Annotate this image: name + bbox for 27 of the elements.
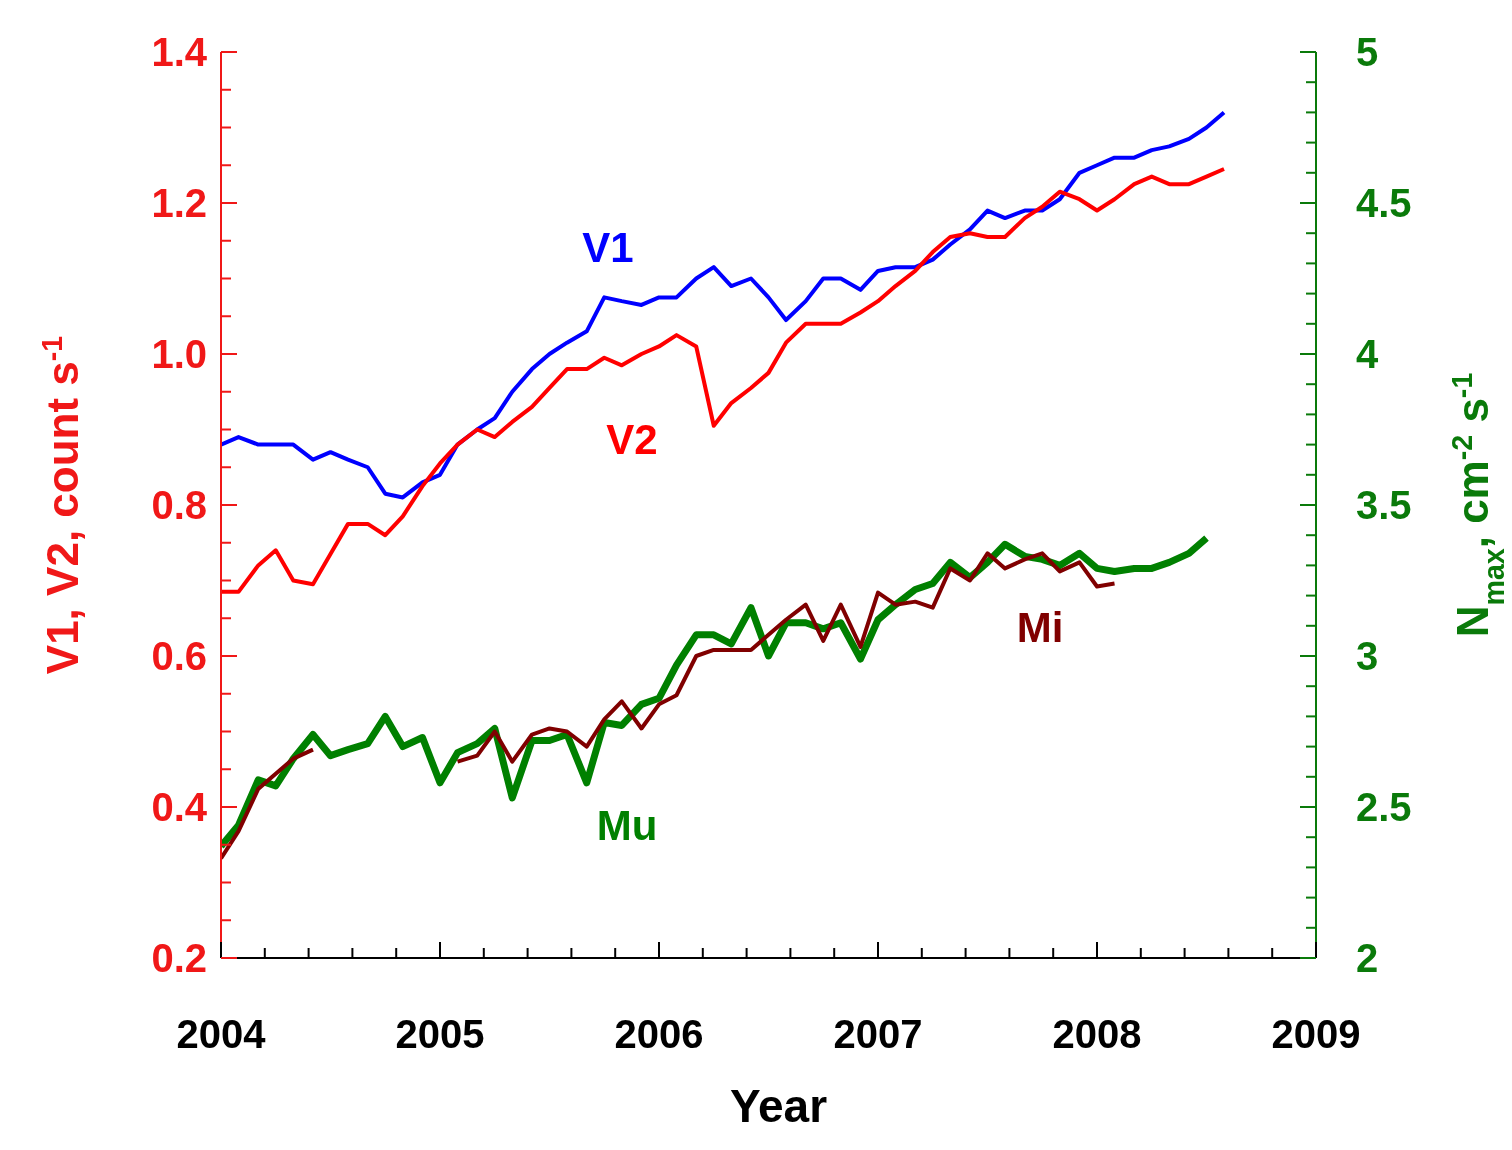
y2-tick-label: 2.5 (1356, 785, 1412, 830)
series-label: V1 (582, 224, 634, 271)
x-tick-label: 2005 (395, 1012, 485, 1056)
y2-tick-label: 4 (1356, 332, 1379, 377)
x-tick-label: 2007 (833, 1012, 923, 1056)
y-tick-label: 0.8 (151, 483, 207, 528)
y2-tick-label: 2 (1356, 936, 1379, 981)
line-series (221, 110, 1227, 500)
x-tick-label: 2008 (1052, 1012, 1142, 1056)
x-tick-label: 2004 (176, 1012, 267, 1056)
series-label: Mi (1016, 604, 1064, 651)
x-tick-label: 2009 (1271, 1012, 1361, 1056)
y2-tick-label: 3 (1356, 634, 1379, 679)
series-label: Mu (596, 802, 658, 849)
y2-tick-label: 5 (1356, 30, 1379, 75)
x-tick-label: 2006 (614, 1012, 704, 1056)
y-tick-label: 1.4 (151, 30, 208, 75)
line-series (221, 167, 1227, 594)
y-tick-label: 0.6 (151, 634, 207, 679)
y2-tick-label: 4.5 (1356, 181, 1412, 226)
y2-tick-label: 3.5 (1356, 483, 1412, 528)
y-tick-label: 1.0 (151, 332, 207, 377)
y-tick-label: 0.2 (151, 936, 207, 981)
y-tick-label: 0.4 (151, 785, 208, 830)
y-tick-label: 1.2 (151, 181, 207, 226)
series-label: V2 (606, 416, 658, 463)
x-axis-title: Year (729, 1080, 828, 1132)
